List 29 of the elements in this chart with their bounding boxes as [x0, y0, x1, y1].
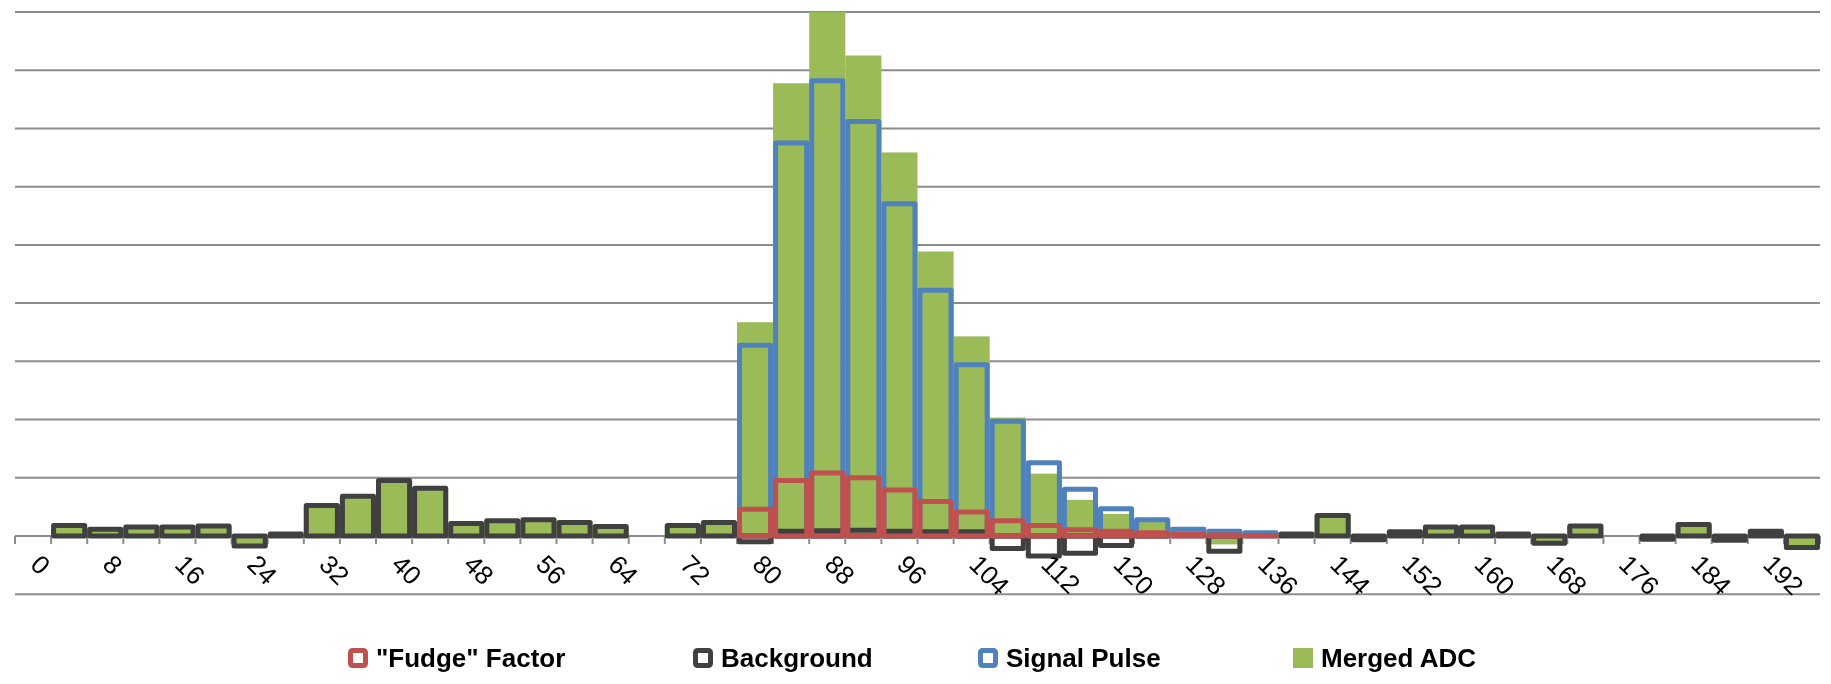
- x-tick-label: 48: [458, 549, 500, 591]
- x-tick-label: 72: [674, 549, 717, 591]
- x-tick-label: 128: [1180, 549, 1232, 601]
- x-tick-label: 120: [1107, 549, 1160, 601]
- x-tick-label: 152: [1396, 549, 1449, 601]
- x-tick-label: 136: [1252, 549, 1305, 601]
- legend-label: "Fudge" Factor: [376, 643, 566, 673]
- x-tick-label: 0: [24, 549, 57, 581]
- x-tick-label: 176: [1613, 549, 1666, 601]
- x-tick-label: 24: [241, 549, 284, 591]
- x-tick-label: 40: [385, 549, 428, 591]
- x-tick-label: 16: [169, 549, 211, 591]
- x-tick-label: 64: [602, 549, 645, 591]
- x-tick-label: 192: [1757, 549, 1810, 601]
- x-tick-label: 56: [530, 549, 572, 591]
- x-tick-label: 8: [97, 549, 129, 581]
- x-tick-label: 96: [891, 549, 933, 591]
- x-tick-label: 168: [1541, 549, 1593, 601]
- x-tick-label: 144: [1324, 549, 1377, 601]
- legend-label: Signal Pulse: [1006, 643, 1161, 673]
- x-tick-label: 104: [963, 549, 1016, 601]
- legend-label: Merged ADC: [1321, 643, 1477, 673]
- x-tick-label: 112: [1035, 549, 1087, 600]
- x-tick-label: 32: [313, 549, 356, 591]
- x-tick-label: 80: [746, 549, 789, 591]
- x-tick-label: 184: [1685, 549, 1738, 601]
- x-tick-label: 160: [1468, 549, 1521, 601]
- x-tick-label: 88: [819, 549, 861, 591]
- legend-label: Background: [721, 643, 873, 673]
